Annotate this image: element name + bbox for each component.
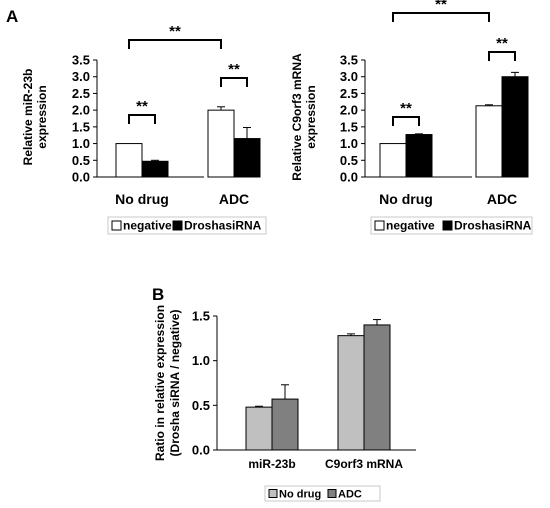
y-tick-label: 2.0: [340, 103, 358, 118]
y-tick-label: 0.5: [192, 398, 210, 413]
y-tick-label: 1.0: [192, 353, 210, 368]
legend-box: [264, 485, 381, 502]
panel-b-label: B: [152, 285, 164, 304]
legend-label: negative: [123, 219, 172, 233]
y-tick-label: 1.0: [340, 136, 358, 151]
category-label: C9orf3 mRNA: [325, 457, 403, 471]
legend-swatch: [111, 220, 122, 231]
y-tick-label: 0.0: [340, 170, 358, 185]
bar: [501, 76, 529, 178]
y-tick-label: 2.0: [72, 103, 90, 118]
legend-label: DroshasiRNA: [454, 219, 532, 233]
chart-expression-ratio: 0.0 0.5 1.0 1.5 Ratio in relative expression…: [153, 305, 416, 502]
y-tick-label: 0.5: [340, 153, 358, 168]
y-axis-label: expression: [35, 85, 49, 148]
significance-label: **: [400, 100, 412, 117]
significance-bracket: [128, 39, 222, 49]
significance-label: **: [228, 61, 240, 78]
bar: [475, 105, 503, 178]
chart-c9orf3-expression: 0.0 0.5 1.0 1.52.0 2.5 3.03.5 Relative C9orf3 …: [290, 0, 533, 235]
legend-swatch: [172, 220, 183, 231]
legend-label: ADC: [338, 489, 362, 501]
y-tick-label: 3.5: [340, 53, 358, 68]
y-tick-label: 3.0: [340, 69, 358, 84]
category-label: No drug: [379, 191, 433, 207]
y-tick-label: 2.5: [72, 86, 90, 101]
y-axis-label: Ratio in relative expression: [153, 305, 167, 461]
significance-label: **: [136, 98, 148, 115]
chart-mir23b-expression: 0.0 0.5 1.0 1.52.0 2.5 3.03.5 Relative miR-23b…: [21, 23, 267, 235]
significance-bracket: [392, 12, 490, 22]
y-tick-label: 3.0: [72, 69, 90, 84]
legend-label: No drug: [279, 489, 321, 501]
significance-bracket: [392, 116, 420, 126]
bar: [115, 143, 143, 178]
legend-swatch: [374, 220, 385, 231]
significance-label: **: [169, 23, 181, 40]
panel-a-label: A: [6, 7, 18, 26]
bar: [363, 324, 391, 451]
legend-label: negative: [386, 219, 435, 233]
bar: [141, 160, 169, 178]
y-axis-label: expression: [304, 85, 318, 148]
category-label: miR-23b: [248, 457, 295, 471]
y-tick-label: 2.5: [340, 86, 358, 101]
bar: [405, 134, 433, 178]
y-tick-label: 0.0: [72, 170, 90, 185]
significance-label: **: [496, 35, 508, 52]
legend-label: DroshasiRNA: [184, 219, 262, 233]
significance-bracket: [488, 51, 516, 61]
y-tick-label: 1.5: [192, 309, 210, 324]
significance-bracket: [220, 77, 248, 87]
legend-swatch: [327, 489, 337, 498]
significance-label: **: [435, 0, 447, 13]
category-label: ADC: [219, 191, 249, 207]
category-label: No drug: [115, 191, 169, 207]
y-tick-label: 0.0: [192, 443, 210, 458]
bar: [271, 398, 299, 451]
bar: [379, 143, 407, 178]
legend-box: [107, 216, 267, 235]
legend-swatch: [268, 489, 278, 498]
y-tick-label: 1.5: [340, 119, 358, 134]
y-axis-label: (Drosha siRNA / negative): [168, 310, 182, 457]
y-tick-label: 1.0: [72, 136, 90, 151]
y-axis-label: Relative C9orf3 mRNA: [290, 53, 304, 181]
bar: [233, 138, 261, 178]
y-tick-label: 3.5: [72, 53, 90, 68]
significance-bracket: [128, 114, 156, 124]
bar: [245, 406, 273, 451]
legend-swatch: [442, 220, 453, 231]
y-axis-label: Relative miR-23b: [21, 69, 35, 166]
category-label: ADC: [487, 191, 517, 207]
y-tick-label: 0.5: [72, 153, 90, 168]
bar: [337, 335, 365, 451]
y-tick-label: 1.5: [72, 119, 90, 134]
bar: [207, 109, 235, 178]
